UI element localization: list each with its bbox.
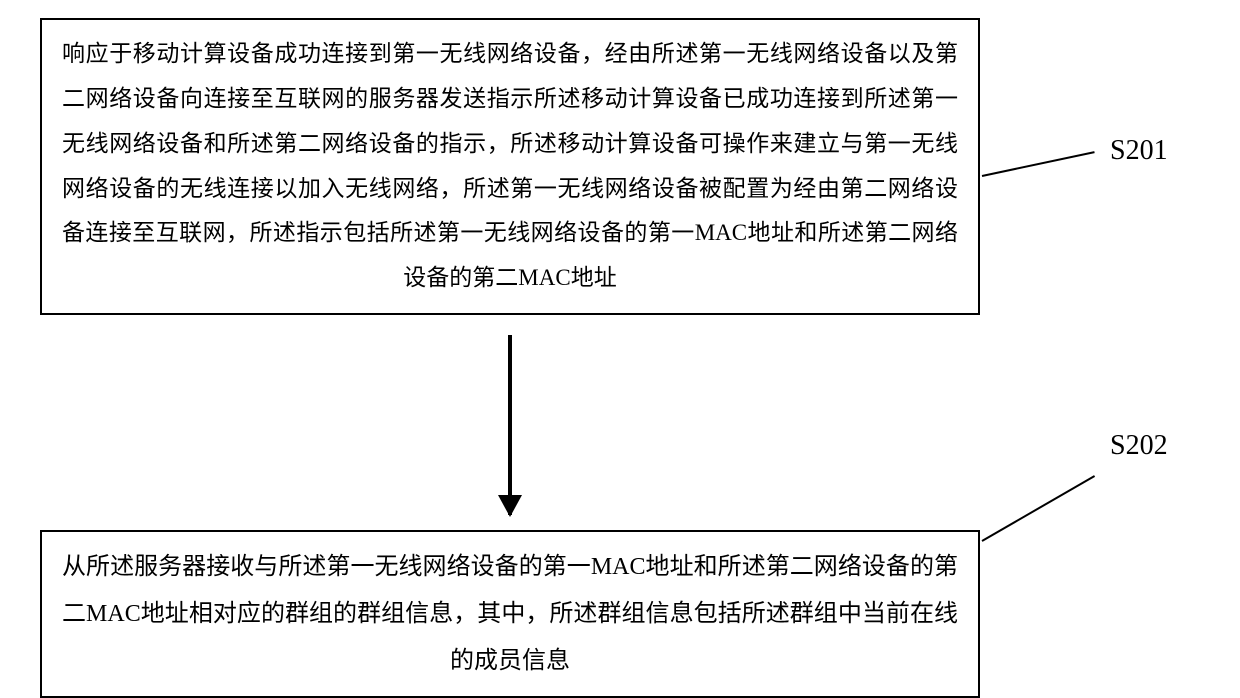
step-text-s201: 响应于移动计算设备成功连接到第一无线网络设备，经由所述第一无线网络设备以及第二网…: [62, 32, 958, 301]
step-label-s201: S201: [1110, 135, 1168, 167]
arrow-s201-to-s202: [508, 335, 512, 515]
flowchart-container: 响应于移动计算设备成功连接到第一无线网络设备，经由所述第一无线网络设备以及第二网…: [0, 0, 1240, 695]
step-box-s201: 响应于移动计算设备成功连接到第一无线网络设备，经由所述第一无线网络设备以及第二网…: [40, 18, 980, 315]
step-label-s202: S202: [1110, 430, 1168, 462]
step-box-s202: 从所述服务器接收与所述第一无线网络设备的第一MAC地址和所述第二网络设备的第二M…: [40, 530, 980, 698]
connector-line-s202: [982, 475, 1096, 542]
step-text-s202: 从所述服务器接收与所述第一无线网络设备的第一MAC地址和所述第二网络设备的第二M…: [62, 544, 958, 684]
connector-line-s201: [982, 151, 1095, 177]
